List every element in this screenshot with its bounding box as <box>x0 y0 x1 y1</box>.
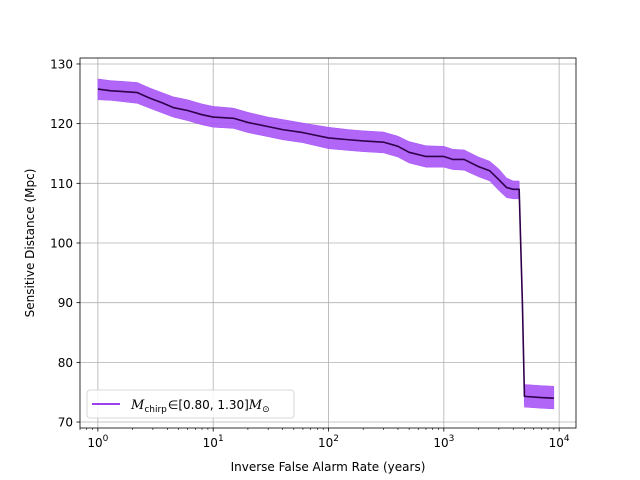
legend: Mchirp∈[0.80, 1.30]M⊙ <box>86 389 295 419</box>
x-tick-label: 101 <box>203 434 224 450</box>
y-tick-label: 120 <box>50 117 73 131</box>
y-tick-label: 80 <box>58 356 73 370</box>
legend-label: Mchirp∈[0.80, 1.30]M⊙ <box>130 398 270 415</box>
legend-box <box>86 389 295 419</box>
axis-ticks: 100 101 102 103 104 70 80 90 100 110 120 130 <box>50 57 570 450</box>
grid-lines <box>80 58 576 428</box>
x-tick-label: 104 <box>549 434 570 450</box>
x-tick-label: 103 <box>433 434 454 450</box>
x-axis-label: Inverse False Alarm Rate (years) <box>231 460 426 474</box>
sensitive-distance-line <box>97 88 554 399</box>
y-tick-label: 130 <box>50 57 73 71</box>
series-layer <box>97 78 555 410</box>
x-tick-label: 102 <box>318 434 339 450</box>
y-tick-label: 100 <box>50 237 73 251</box>
y-axis-label: Sensitive Distance (Mpc) <box>23 169 37 318</box>
x-tick-label: 100 <box>87 434 108 450</box>
y-tick-label: 70 <box>58 416 73 430</box>
confidence-band <box>97 78 555 410</box>
y-tick-label: 90 <box>58 296 73 310</box>
y-tick-label: 110 <box>50 177 73 191</box>
